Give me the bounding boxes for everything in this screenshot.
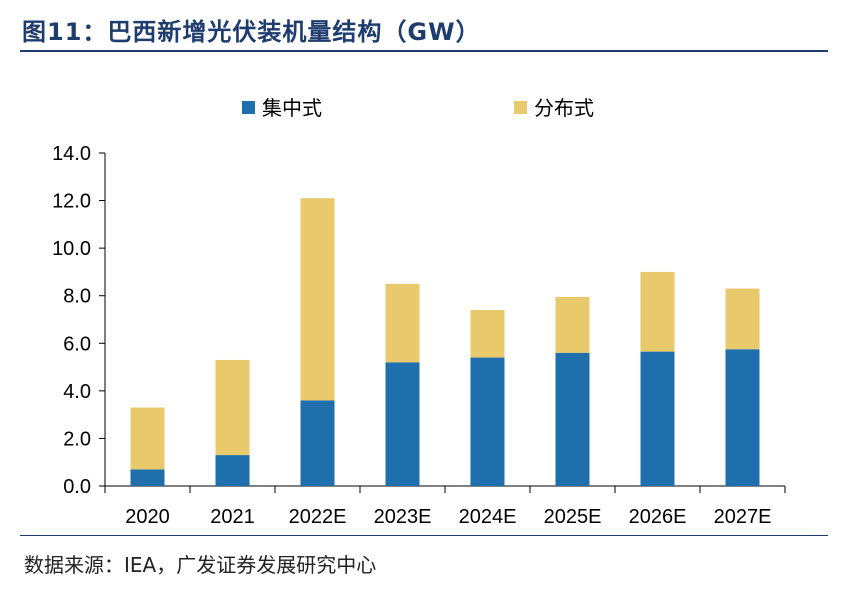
x-tick-label: 2025E (544, 506, 602, 528)
y-tick-label: 4.0 (63, 381, 91, 403)
y-tick-label: 2.0 (63, 428, 91, 450)
y-tick-label: 14.0 (52, 143, 91, 165)
y-tick-label: 12.0 (52, 191, 91, 213)
bar-distributed-2025E (555, 296, 590, 353)
legend-label: 分布式 (534, 96, 594, 120)
bar-distributed-2021 (215, 359, 250, 456)
x-axis: 2020 2021 2022E 2023E 2024E 2025E 2026E 2027E (104, 485, 786, 528)
bar-centralized-2022E (300, 400, 335, 486)
bar-centralized-2027E (725, 349, 760, 486)
y-tick-label: 8.0 (63, 286, 91, 308)
y-tick-label: 10.0 (52, 238, 91, 260)
legend: 集中式 分布式 (242, 96, 594, 120)
legend-swatch (514, 101, 527, 114)
bar-distributed-2027E (725, 288, 760, 350)
title-divider (20, 50, 828, 52)
y-tick-label: 0.0 (63, 476, 91, 498)
bar-distributed-2022E (300, 198, 335, 401)
x-tick-label: 2024E (459, 506, 517, 528)
bars (130, 198, 760, 486)
bar-distributed-2020 (130, 407, 165, 470)
bar-centralized-2026E (640, 351, 675, 486)
bar-centralized-2020 (130, 469, 165, 486)
bar-distributed-2023E (385, 283, 420, 363)
chart-canvas: 集中式 分布式 0.02.04.06.08.010.012.014.0 2020 2… (52, 96, 786, 528)
x-tick-label: 2026E (629, 506, 687, 528)
legend-label: 集中式 (262, 96, 322, 120)
bar-centralized-2024E (470, 357, 505, 486)
y-tick-label: 6.0 (63, 333, 91, 355)
bar-distributed-2024E (470, 309, 505, 358)
x-tick-label: 2020 (125, 506, 170, 528)
x-tick-label: 2022E (289, 506, 347, 528)
footer-divider (20, 535, 828, 536)
x-tick-label: 2021 (210, 506, 255, 528)
chart-title: 图11：巴西新增光伏装机量结构（GW） (22, 18, 481, 46)
x-tick-label: 2023E (374, 506, 432, 528)
x-tick-label: 2027E (714, 506, 772, 528)
bar-centralized-2023E (385, 362, 420, 486)
source-note: 数据来源：IEA，广发证券发展研究中心 (24, 553, 377, 577)
bar-centralized-2025E (555, 352, 590, 486)
legend-swatch (242, 101, 255, 114)
bar-distributed-2026E (640, 271, 675, 352)
bar-centralized-2021 (215, 455, 250, 486)
y-axis: 0.0 2.0 4.0 6.0 8.0 10.0 12.0 14.0 (52, 143, 106, 498)
